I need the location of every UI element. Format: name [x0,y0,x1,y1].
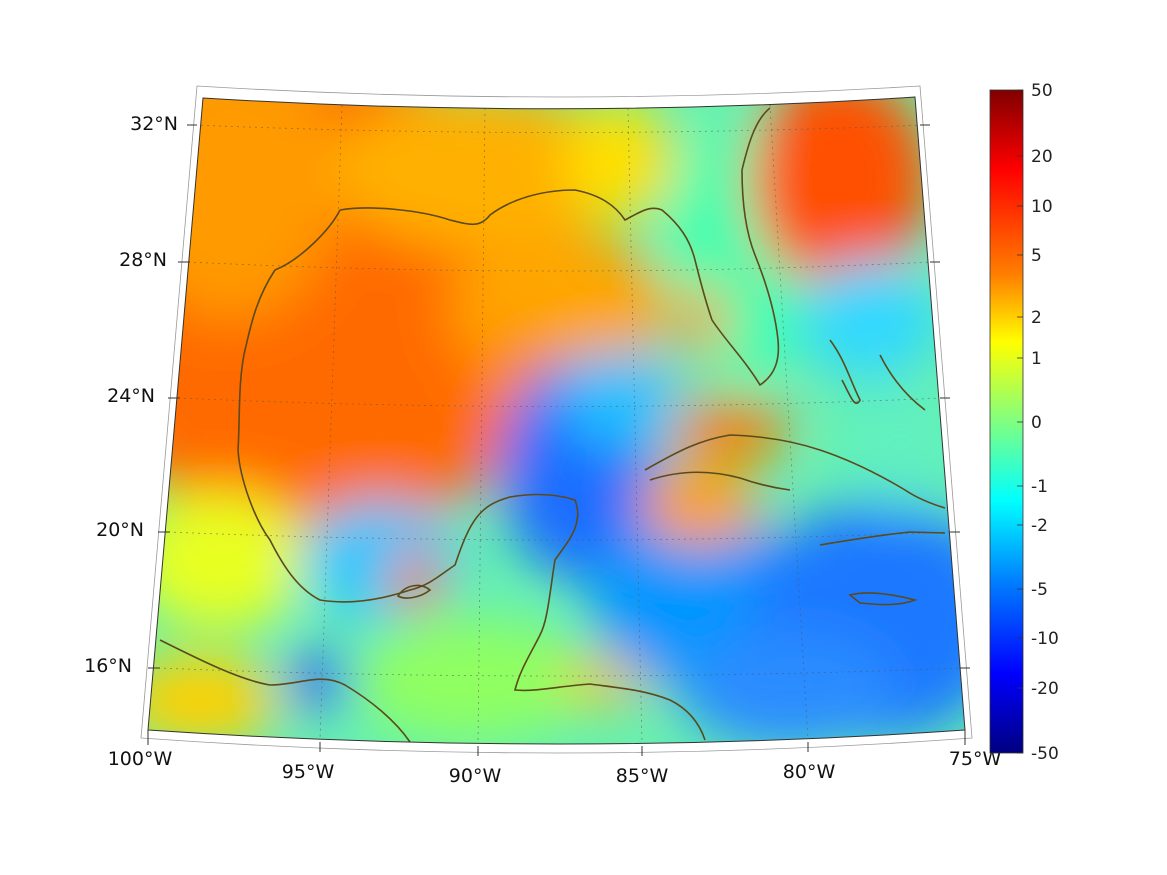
colorbar-label-0: 0 [1031,413,1042,433]
colorbar: 50 20 10 5 2 1 0 -1 -2 -5 -10 -20 -50 [989,81,1059,764]
frame-ticks [147,124,970,756]
colorbar-label-neg2: -2 [1031,516,1048,536]
colorbar-label-5: 5 [1031,246,1042,266]
colorbar-label-neg20: -20 [1031,679,1059,699]
latitude-labels: 32°N 28°N 24°N 20°N 16°N [84,113,178,677]
lat-label-16n: 16°N [84,655,132,677]
lat-label-32n: 32°N [130,113,178,135]
lat-label-20n: 20°N [96,519,144,541]
colorbar-ticks [1017,89,1023,754]
lon-label-75w: 75°W [949,748,1002,770]
lon-label-85w: 85°W [616,765,669,787]
colorbar-label-neg10: -10 [1031,629,1059,649]
lon-label-90w: 90°W [449,765,502,787]
colorbar-label-neg1: -1 [1031,477,1048,497]
graticule [157,104,961,744]
coastlines [159,107,946,743]
lon-label-80w: 80°W [783,761,836,783]
map-frame-outer [140,85,973,754]
lat-label-28n: 28°N [119,249,167,271]
longitude-labels: 100°W 95°W 90°W 85°W 80°W 75°W [108,748,1002,787]
colorbar-gradient [989,89,1024,754]
lon-label-100w: 100°W [108,748,173,770]
lat-label-24n: 24°N [107,385,155,407]
lon-label-95w: 95°W [282,761,335,783]
colorbar-label-2: 2 [1031,308,1042,328]
map-frame [147,96,966,745]
colorbar-label-1: 1 [1031,349,1042,369]
data-field [148,97,965,744]
colorbar-label-50: 50 [1031,81,1053,101]
colorbar-label-10: 10 [1031,197,1053,217]
colorbar-label-neg50: -50 [1031,744,1059,764]
colorbar-label-20: 20 [1031,147,1053,167]
colorbar-label-neg5: -5 [1031,580,1048,600]
